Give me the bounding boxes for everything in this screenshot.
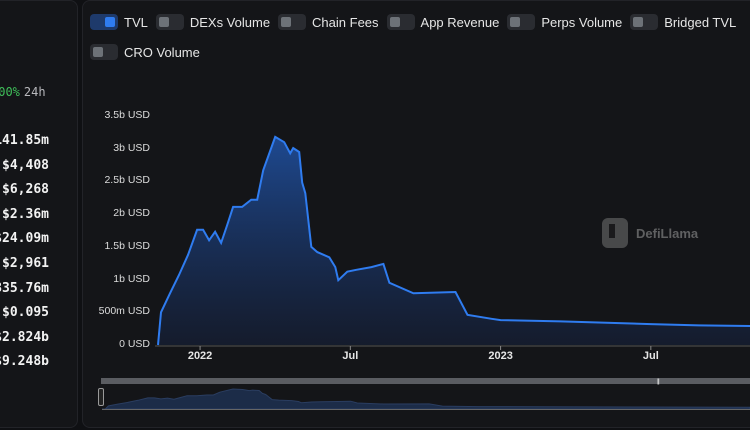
- brush-scrollbar[interactable]: [101, 378, 750, 384]
- toggle-cro-volume[interactable]: CRO Volume: [90, 42, 200, 62]
- x-tick-label: Jul: [642, 350, 659, 362]
- toggle-label: TVL: [124, 14, 148, 30]
- toggle-label: CRO Volume: [124, 44, 200, 60]
- chain-stats-panel: .00%24h 141.85m $4,408 $6,268 $2.36m $24.09m…: [0, 0, 78, 428]
- brush-left-handle[interactable]: [98, 388, 104, 406]
- toggle-bridged-tvl[interactable]: Bridged TVL: [630, 12, 736, 32]
- toggle-dexs-volume[interactable]: DEXs Volume: [155, 12, 271, 32]
- toggle-switch[interactable]: [155, 14, 184, 30]
- tvl-change: .00%24h: [0, 85, 46, 99]
- y-tick-label: 1.5b USD: [104, 239, 150, 252]
- toggle-label: DEXs Volume: [189, 14, 271, 30]
- toggle-switch[interactable]: [507, 14, 536, 30]
- stat-value: $9.248b: [0, 354, 49, 370]
- brush-grip-icon[interactable]: |||: [657, 379, 660, 385]
- stat-values: 141.85m $4,408 $6,268 $2.36m $24.09m $2,961 33…: [0, 129, 49, 375]
- x-tick-label: 2022: [187, 350, 213, 362]
- stat-value: $0.095: [2, 305, 49, 321]
- stat-value: $2.36m: [2, 206, 49, 222]
- toggle-switch[interactable]: [278, 14, 307, 30]
- y-tick-label: 3.5b USD: [104, 109, 150, 121]
- stat-value: 141.85m: [0, 133, 49, 148]
- stat-value: $2.824b: [0, 329, 49, 345]
- chart-panel: [82, 0, 750, 428]
- watermark-text: DefiLlama: [636, 225, 699, 241]
- toggle-label: App Revenue: [420, 14, 500, 30]
- tvl-area: [158, 136, 750, 345]
- defillama-watermark: DefiLlama: [600, 216, 698, 250]
- x-tick-label: 2023: [488, 350, 513, 362]
- metric-toggles: TVL DEXs Volume Chain Fees App Revenue Perps…: [90, 12, 750, 62]
- change-percent: .00%: [0, 85, 20, 99]
- y-tick-label: 3b USD: [113, 141, 150, 154]
- stat-value: $6,268: [2, 182, 49, 198]
- toggle-switch[interactable]: [386, 14, 415, 30]
- toggle-chain-fees[interactable]: Chain Fees: [278, 12, 379, 32]
- toggle-tvl[interactable]: TVL: [90, 12, 148, 32]
- toggle-switch[interactable]: [90, 44, 118, 60]
- change-period: 24h: [23, 85, 46, 99]
- y-tick-label: 2b USD: [113, 207, 150, 220]
- stat-value: $24.09m: [0, 231, 49, 247]
- x-tick-label: Jul: [342, 350, 359, 362]
- toggle-app-revenue[interactable]: App Revenue: [386, 12, 500, 32]
- toggle-label: Perps Volume: [541, 14, 623, 30]
- toggle-label: Bridged TVL: [664, 14, 737, 30]
- toggle-switch[interactable]: [630, 14, 659, 30]
- stat-value: $2,961: [2, 255, 49, 271]
- y-tick-label: 1b USD: [113, 272, 150, 285]
- toggle-perps-volume[interactable]: Perps Volume: [507, 12, 622, 32]
- toggle-label: Chain Fees: [312, 14, 379, 30]
- y-tick-label: 2.5b USD: [104, 174, 150, 187]
- y-tick-label: 0 USD: [119, 338, 150, 350]
- stat-value: 335.76m: [0, 280, 49, 296]
- tvl-line: [157, 135, 750, 346]
- y-tick-label: 500m USD: [98, 305, 150, 318]
- stat-value: $4,408: [2, 157, 49, 173]
- toggle-switch[interactable]: [90, 14, 118, 30]
- llama-logo-icon: [602, 218, 628, 248]
